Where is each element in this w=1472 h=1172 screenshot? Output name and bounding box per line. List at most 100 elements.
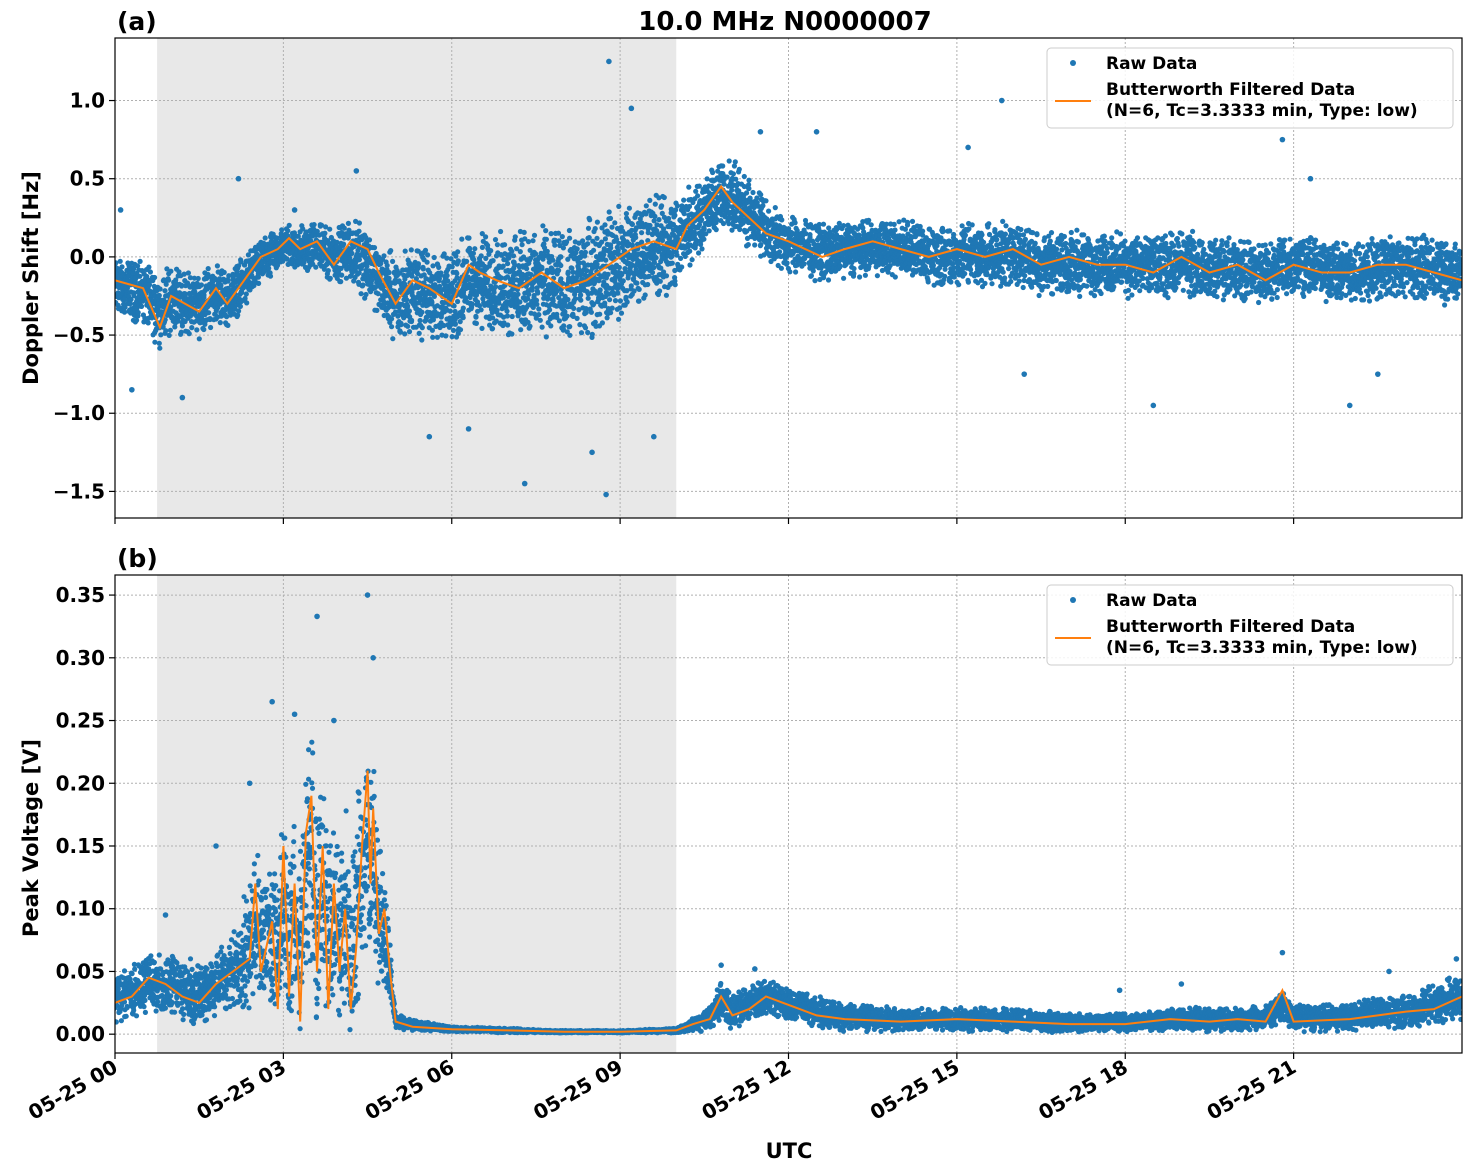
raw-data-point: [517, 249, 523, 255]
raw-data-point: [225, 278, 231, 284]
raw-data-point: [558, 276, 564, 282]
raw-data-point: [135, 309, 141, 316]
raw-data-point: [582, 325, 589, 331]
raw-data-point: [338, 279, 344, 285]
raw-data-point: [567, 332, 573, 338]
raw-data-point: [128, 296, 134, 302]
raw-data-point: [634, 280, 640, 286]
raw-data-point: [594, 261, 600, 267]
raw-data-point: [494, 242, 500, 248]
raw-data-point: [460, 315, 466, 321]
raw-data-point: [360, 282, 366, 288]
raw-data-point: [363, 234, 369, 241]
raw-data-point: [345, 220, 351, 226]
raw-data-point: [821, 275, 827, 281]
raw-data-point: [656, 217, 662, 223]
raw-data-point: [168, 268, 174, 274]
raw-data-point: [322, 230, 328, 236]
raw-data-point: [808, 273, 815, 279]
raw-data-point: [145, 320, 151, 326]
raw-data-point: [543, 228, 549, 234]
raw-data-point: [851, 266, 857, 272]
raw-data-point: [571, 305, 577, 311]
raw-data-point: [221, 269, 227, 275]
raw-data-point: [825, 277, 832, 283]
raw-data-point: [744, 190, 750, 196]
raw-data-point: [592, 226, 598, 232]
raw-data-point: [603, 257, 609, 263]
raw-data-point: [175, 318, 181, 324]
raw-data-point: [615, 290, 621, 296]
raw-data-point: [841, 275, 847, 281]
raw-data-point: [710, 169, 716, 176]
raw-data-point: [962, 232, 969, 238]
raw-data-point: [678, 255, 684, 261]
raw-data-point: [409, 317, 415, 323]
raw-data-point: [733, 176, 739, 182]
raw-data-point: [152, 274, 158, 281]
raw-data-point: [386, 269, 392, 276]
raw-data-point: [657, 288, 663, 294]
raw-data-point: [479, 244, 485, 250]
raw-data-point: [566, 227, 573, 234]
raw-data-point: [841, 223, 847, 229]
raw-data-point: [405, 303, 411, 309]
raw-data-point: [730, 171, 737, 177]
raw-data-point: [526, 291, 532, 297]
raw-data-point: [408, 247, 414, 253]
raw-data-point: [323, 224, 329, 230]
raw-data-point: [778, 265, 785, 271]
raw-data-point: [491, 289, 497, 295]
raw-data-point: [874, 273, 881, 279]
raw-data-point: [162, 288, 168, 294]
raw-data-point: [252, 280, 258, 286]
raw-data-point: [934, 243, 940, 249]
raw-data-point: [405, 323, 411, 329]
raw-data-point: [585, 295, 591, 301]
raw-data-point: [266, 265, 272, 271]
raw-data-point: [115, 260, 119, 266]
raw-data-point: [599, 320, 606, 326]
raw-data-point: [558, 262, 564, 269]
raw-data-point: [597, 287, 603, 293]
raw-data-point: [736, 166, 742, 172]
raw-data-point: [409, 273, 415, 279]
raw-data-point: [530, 238, 536, 244]
raw-data-point: [422, 247, 429, 253]
raw-data-point: [689, 257, 695, 263]
raw-data-point: [163, 328, 169, 334]
raw-data-point: [483, 234, 489, 240]
raw-data-point: [404, 297, 410, 303]
raw-data-point: [327, 275, 333, 281]
raw-data-point: [567, 235, 573, 241]
raw-data-point: [366, 237, 373, 243]
raw-data-point: [602, 222, 608, 228]
raw-data-point: [582, 249, 589, 255]
raw-data-point: [559, 234, 565, 240]
raw-data-point: [784, 260, 790, 266]
raw-data-point: [318, 222, 325, 228]
raw-data-point: [431, 293, 437, 299]
raw-data-point: [609, 305, 615, 311]
raw-data-point: [616, 316, 622, 322]
raw-data-point: [787, 269, 793, 275]
raw-data-point: [436, 264, 442, 270]
raw-data-point: [505, 261, 511, 267]
raw-data-point: [267, 273, 274, 279]
raw-data-point: [455, 249, 461, 255]
raw-data-point: [536, 312, 542, 318]
raw-data-point: [649, 269, 656, 276]
raw-data-point: [295, 233, 301, 239]
raw-data-point: [509, 313, 515, 320]
raw-data-point: [965, 279, 972, 285]
raw-data-point: [371, 245, 378, 251]
raw-data-point: [565, 296, 571, 303]
raw-data-point: [449, 334, 455, 340]
raw-data-point: [663, 292, 670, 298]
raw-data-point: [552, 242, 558, 248]
raw-data-point: [909, 218, 916, 224]
raw-data-point: [578, 297, 584, 303]
raw-data-point: [455, 258, 461, 264]
raw-data-point: [166, 332, 172, 338]
raw-data-point: [877, 232, 883, 238]
